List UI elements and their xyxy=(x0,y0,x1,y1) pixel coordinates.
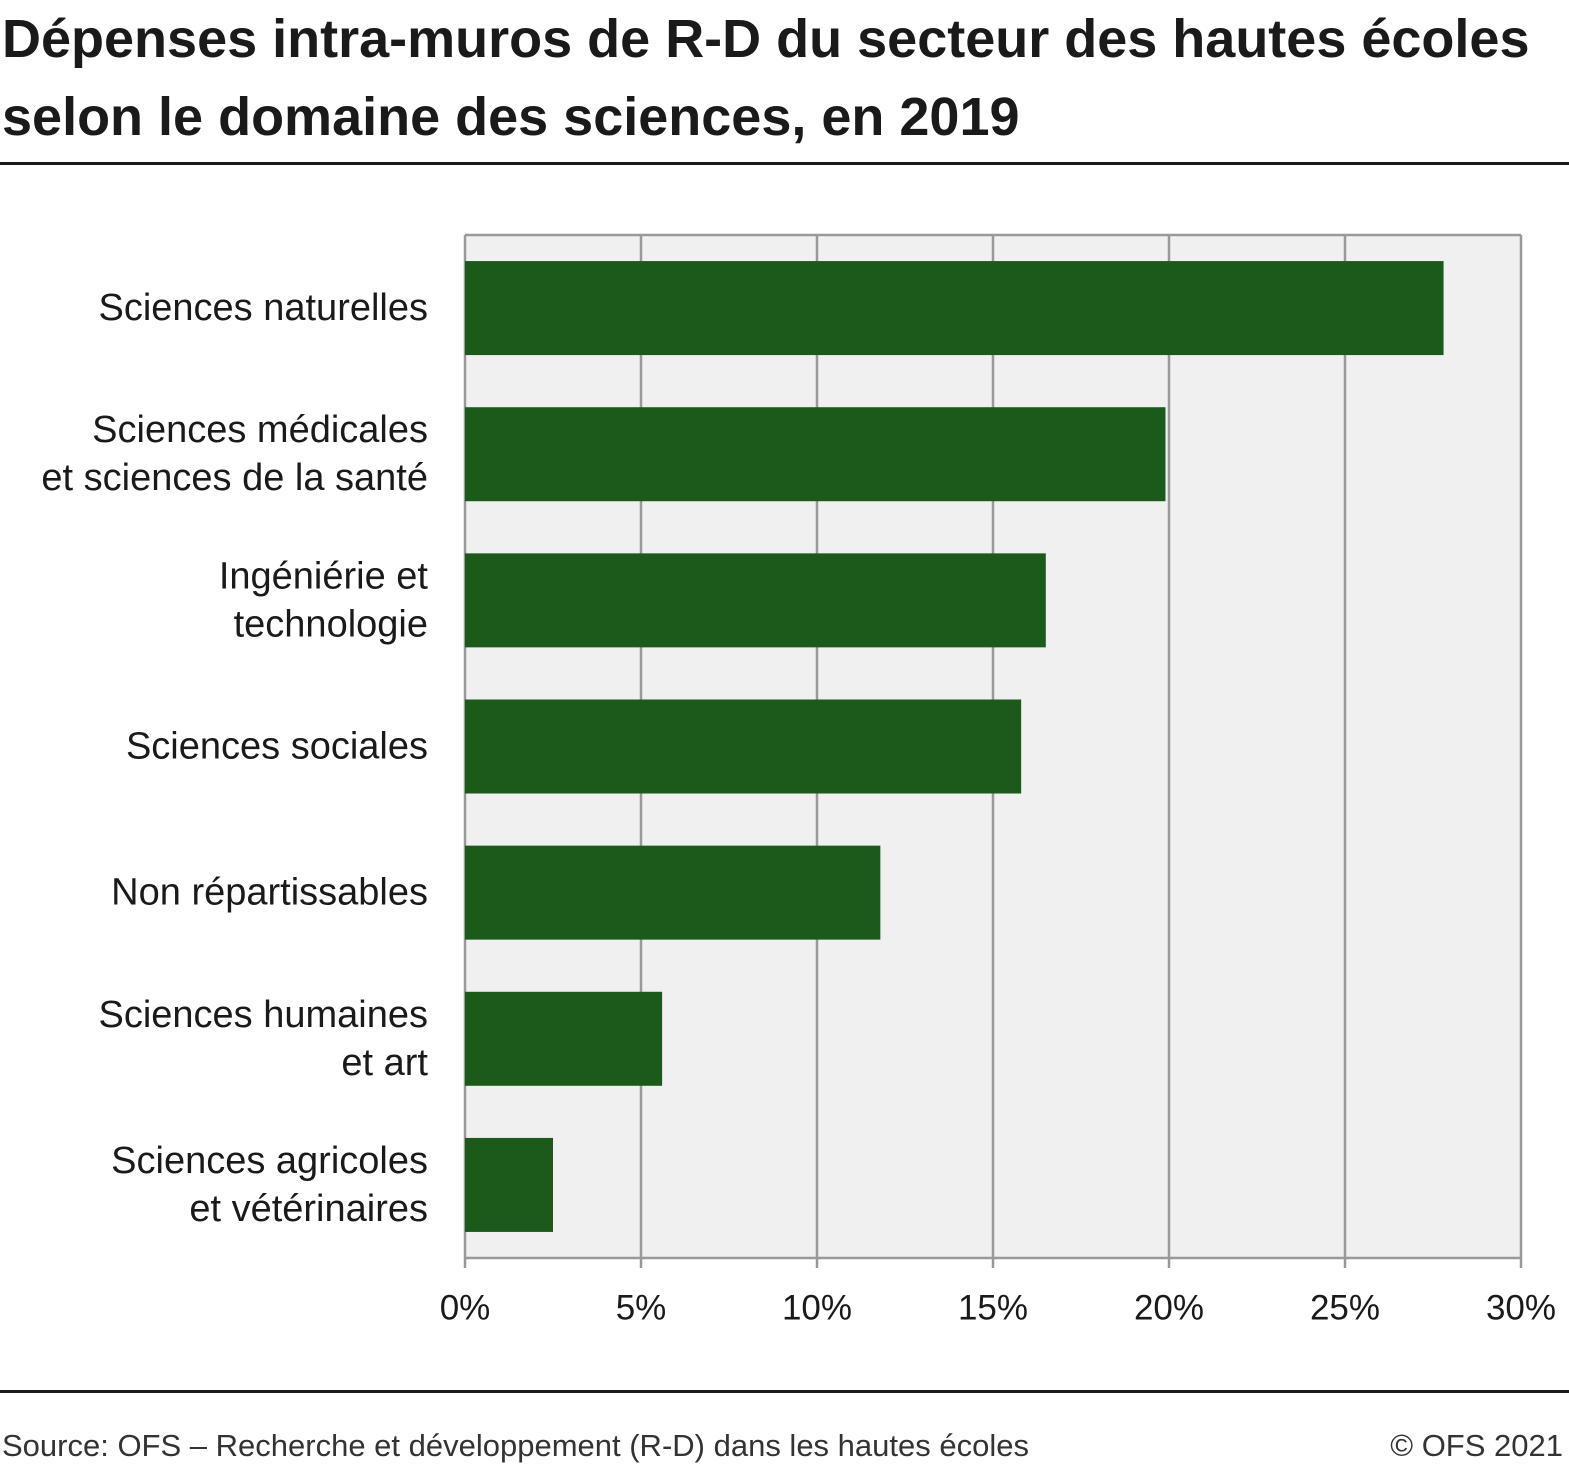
category-label-2-line-1: technologie xyxy=(234,603,428,645)
bar-3 xyxy=(465,699,1022,794)
x-tick-label-0: 0% xyxy=(440,1289,491,1328)
category-label-5-line-1: et art xyxy=(341,1042,428,1084)
footer-divider xyxy=(0,1390,1569,1393)
category-label-1-line-1: et sciences de la santé xyxy=(41,457,428,499)
x-tick-label-3: 15% xyxy=(958,1289,1028,1328)
category-label-0: Sciences naturelles xyxy=(98,287,428,329)
bar-5 xyxy=(465,991,663,1086)
category-label-2-line-0: Ingéniérie et xyxy=(219,555,429,597)
title-divider xyxy=(0,162,1569,165)
chart-title: Dépenses intra-muros de R-D du secteur d… xyxy=(2,9,1530,147)
bars xyxy=(465,261,1444,1232)
x-tick-label-4: 20% xyxy=(1134,1289,1204,1328)
x-tick-label-2: 10% xyxy=(782,1289,852,1328)
category-label-1-line-0: Sciences médicales xyxy=(92,409,428,451)
copyright-note: © OFS 2021 xyxy=(1390,1428,1563,1463)
bar-0 xyxy=(465,261,1444,356)
category-label-3: Sciences sociales xyxy=(126,726,428,768)
x-tick-label-1: 5% xyxy=(616,1289,667,1328)
x-tick-label-5: 25% xyxy=(1310,1289,1380,1328)
category-labels: Sciences naturelles Sciences médicales et … xyxy=(41,287,428,1230)
source-note: Source: OFS – Recherche et développement… xyxy=(2,1428,1029,1463)
category-label-6-line-0: Sciences agricoles xyxy=(111,1140,428,1182)
bar-2 xyxy=(465,553,1046,648)
x-tick-labels: 0% 5% 10% 15% 20% 25% 30% xyxy=(440,1289,1556,1328)
x-tick-label-6: 30% xyxy=(1486,1289,1556,1328)
bar-1 xyxy=(465,407,1166,502)
bar-4 xyxy=(465,845,881,940)
bar-6 xyxy=(465,1137,553,1232)
category-label-6-line-1: et vétérinaires xyxy=(189,1188,428,1230)
category-label-4: Non répartissables xyxy=(111,872,428,914)
category-label-5-line-0: Sciences humaines xyxy=(98,994,428,1036)
